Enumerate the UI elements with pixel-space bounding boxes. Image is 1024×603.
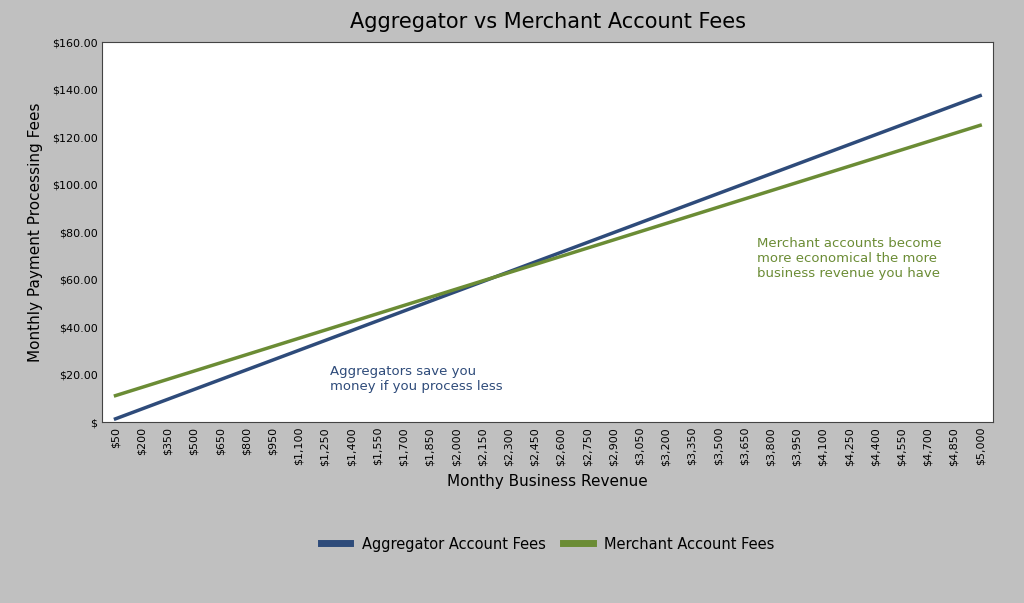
- Aggregator Account Fees: [634, 219, 646, 227]
- Aggregator Account Fees: [764, 171, 777, 178]
- Aggregator Account Fees: [214, 376, 226, 384]
- Merchant Account Fees: [214, 359, 226, 367]
- Merchant Account Fees: [266, 343, 279, 350]
- Merchant Account Fees: [397, 302, 410, 309]
- Merchant Account Fees: [424, 294, 436, 301]
- Merchant Account Fees: [372, 310, 384, 317]
- Merchant Account Fees: [712, 204, 724, 211]
- Line: Merchant Account Fees: Merchant Account Fees: [116, 125, 980, 396]
- Aggregator Account Fees: [241, 366, 253, 373]
- Merchant Account Fees: [188, 367, 201, 374]
- X-axis label: Monthy Business Revenue: Monthy Business Revenue: [447, 474, 648, 489]
- Aggregator Account Fees: [712, 190, 724, 197]
- Y-axis label: Monthly Payment Processing Fees: Monthly Payment Processing Fees: [29, 103, 43, 362]
- Aggregator Account Fees: [817, 151, 829, 158]
- Merchant Account Fees: [764, 187, 777, 194]
- Merchant Account Fees: [476, 277, 488, 285]
- Merchant Account Fees: [659, 220, 672, 227]
- Merchant Account Fees: [974, 122, 986, 129]
- Aggregator Account Fees: [922, 112, 934, 119]
- Merchant Account Fees: [162, 376, 174, 383]
- Aggregator Account Fees: [581, 239, 593, 246]
- Aggregator Account Fees: [974, 92, 986, 99]
- Aggregator Account Fees: [450, 288, 462, 295]
- Merchant Account Fees: [634, 228, 646, 235]
- Merchant Account Fees: [293, 335, 305, 342]
- Aggregator Account Fees: [266, 356, 279, 364]
- Aggregator Account Fees: [293, 347, 305, 354]
- Merchant Account Fees: [791, 179, 803, 186]
- Aggregator Account Fees: [791, 160, 803, 168]
- Text: Aggregators save you
money if you process less: Aggregators save you money if you proces…: [331, 365, 503, 393]
- Aggregator Account Fees: [528, 259, 541, 266]
- Merchant Account Fees: [345, 318, 357, 326]
- Aggregator Account Fees: [869, 131, 882, 139]
- Aggregator Account Fees: [895, 121, 907, 128]
- Merchant Account Fees: [528, 261, 541, 268]
- Merchant Account Fees: [869, 154, 882, 162]
- Aggregator Account Fees: [319, 337, 332, 344]
- Aggregator Account Fees: [345, 327, 357, 334]
- Merchant Account Fees: [948, 130, 961, 137]
- Legend: Aggregator Account Fees, Merchant Account Fees: Aggregator Account Fees, Merchant Accoun…: [322, 537, 774, 552]
- Aggregator Account Fees: [686, 200, 698, 207]
- Merchant Account Fees: [817, 171, 829, 178]
- Text: Merchant accounts become
more economical the more
business revenue you have: Merchant accounts become more economical…: [758, 237, 942, 280]
- Aggregator Account Fees: [607, 229, 620, 236]
- Merchant Account Fees: [738, 195, 751, 203]
- Aggregator Account Fees: [424, 298, 436, 305]
- Aggregator Account Fees: [476, 278, 488, 285]
- Aggregator Account Fees: [659, 209, 672, 216]
- Title: Aggregator vs Merchant Account Fees: Aggregator vs Merchant Account Fees: [350, 12, 745, 33]
- Line: Aggregator Account Fees: Aggregator Account Fees: [116, 96, 980, 419]
- Merchant Account Fees: [686, 212, 698, 219]
- Aggregator Account Fees: [503, 268, 515, 276]
- Aggregator Account Fees: [948, 102, 961, 109]
- Aggregator Account Fees: [555, 248, 567, 256]
- Aggregator Account Fees: [372, 317, 384, 324]
- Aggregator Account Fees: [843, 141, 855, 148]
- Aggregator Account Fees: [135, 405, 147, 412]
- Aggregator Account Fees: [110, 415, 122, 423]
- Merchant Account Fees: [607, 236, 620, 244]
- Merchant Account Fees: [922, 138, 934, 145]
- Merchant Account Fees: [843, 163, 855, 170]
- Merchant Account Fees: [895, 147, 907, 154]
- Aggregator Account Fees: [162, 396, 174, 403]
- Merchant Account Fees: [241, 351, 253, 358]
- Merchant Account Fees: [503, 269, 515, 276]
- Merchant Account Fees: [319, 326, 332, 333]
- Aggregator Account Fees: [738, 180, 751, 188]
- Merchant Account Fees: [110, 392, 122, 399]
- Aggregator Account Fees: [188, 386, 201, 393]
- Merchant Account Fees: [450, 286, 462, 293]
- Merchant Account Fees: [555, 253, 567, 260]
- Merchant Account Fees: [135, 384, 147, 391]
- Merchant Account Fees: [581, 245, 593, 252]
- Aggregator Account Fees: [397, 308, 410, 315]
